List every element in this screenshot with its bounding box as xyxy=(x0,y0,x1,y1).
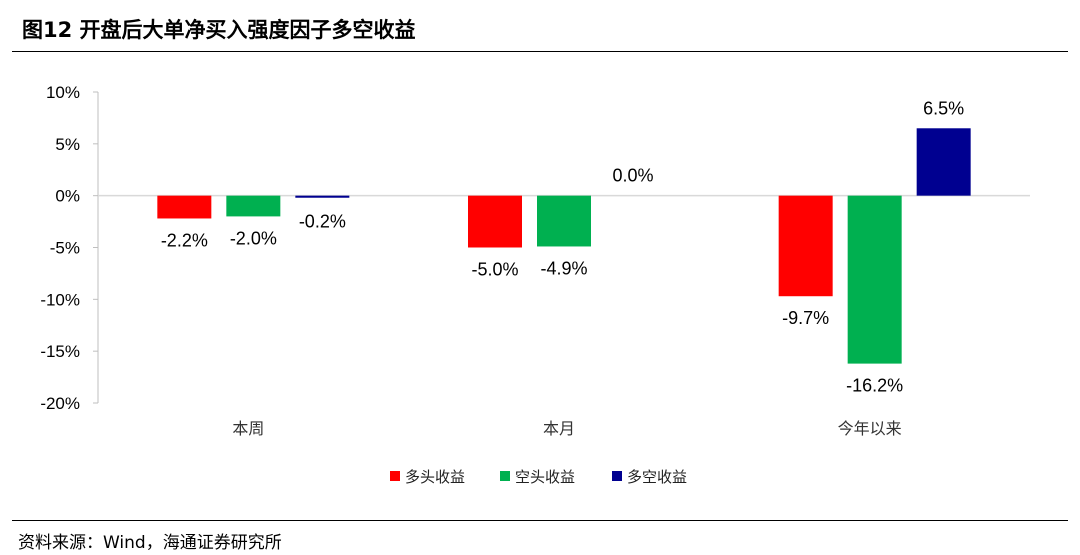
bar-3-1 xyxy=(295,195,350,198)
source-divider xyxy=(12,520,1068,521)
legend-label: 多空收益 xyxy=(627,468,687,486)
data-label: -4.9% xyxy=(540,258,587,278)
data-label: -0.2% xyxy=(299,212,346,232)
category-label: 本周 xyxy=(232,419,264,438)
legend: 多头收益 空头收益 多空收益 xyxy=(390,468,687,486)
category-labels: 本周 本月 今年以来 xyxy=(232,419,901,438)
legend-swatch xyxy=(612,471,622,481)
data-label: 0.0% xyxy=(612,166,653,186)
y-tick-label: -15% xyxy=(40,342,80,361)
data-label: -9.7% xyxy=(782,308,829,328)
y-tick-label: 10% xyxy=(46,83,80,102)
data-label: -2.2% xyxy=(161,230,208,250)
data-label: -5.0% xyxy=(471,260,518,280)
title-divider xyxy=(12,51,1068,52)
data-label: -2.0% xyxy=(230,228,277,248)
figure-title: 图12 开盘后大单净买入强度因子多空收益 xyxy=(22,18,416,42)
legend-label: 多头收益 xyxy=(405,468,465,486)
source-note: 资料来源：Wind，海通证券研究所 xyxy=(18,533,282,553)
bar-3-3 xyxy=(916,128,971,196)
bar-chart: 10% 5% 0% -5% -10% -15% -20% -2.2% -2.0% -0.2% -5… xyxy=(40,83,1030,486)
data-label: 6.5% xyxy=(923,98,964,118)
bar-1-3 xyxy=(778,195,833,297)
data-label: -16.2% xyxy=(846,376,903,396)
bar-2-1 xyxy=(226,195,281,217)
bar-1-1 xyxy=(157,195,212,219)
y-tick-label: -20% xyxy=(40,394,80,413)
y-tick-label: 0% xyxy=(55,187,80,206)
bar-2-2 xyxy=(537,195,591,247)
y-tick-label: 5% xyxy=(55,135,80,154)
legend-swatch xyxy=(500,471,510,481)
category-label: 本月 xyxy=(543,419,575,438)
category-label: 今年以来 xyxy=(838,419,902,438)
y-tick-label: -10% xyxy=(40,290,80,309)
bars-group: -2.2% -2.0% -0.2% -5.0% -4.9% 0.0% -9.7% -16.2%… xyxy=(157,98,971,396)
legend-label: 空头收益 xyxy=(515,468,575,486)
y-tick-label: -5% xyxy=(50,239,80,258)
bar-1-2 xyxy=(468,195,522,248)
y-axis: 10% 5% 0% -5% -10% -15% -20% xyxy=(40,83,99,413)
legend-swatch xyxy=(390,471,400,481)
bar-2-3 xyxy=(847,195,902,364)
